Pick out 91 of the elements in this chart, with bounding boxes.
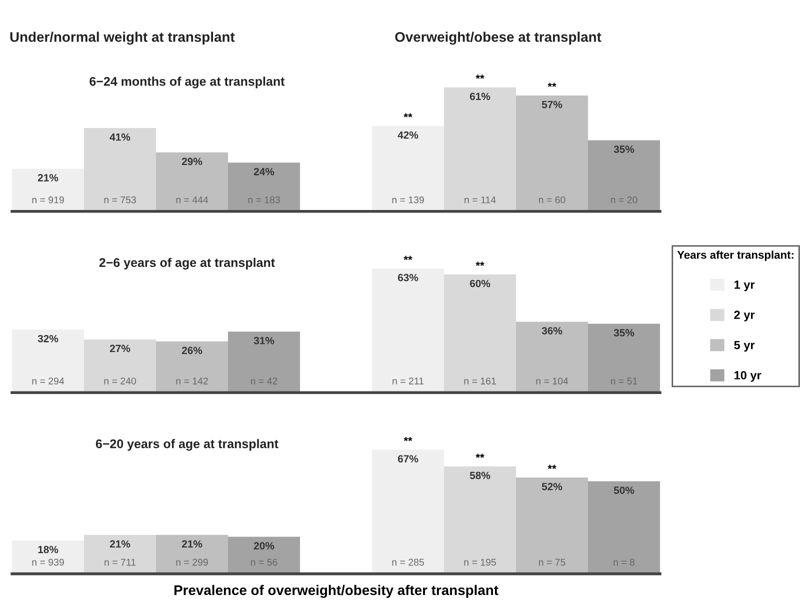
data-label: 67%	[398, 455, 418, 462]
bar	[12, 168, 84, 212]
data-label: 41%	[110, 133, 130, 141]
bar	[372, 450, 444, 574]
data-label: 21%	[110, 540, 130, 548]
x-tick-label: n = 142	[176, 378, 208, 384]
data-label: 57%	[542, 100, 562, 108]
x-tick-label: n = 42	[250, 378, 278, 384]
x-tick-label: n = 240	[104, 378, 136, 384]
legend-label: 2 yr	[734, 310, 755, 322]
x-axis-title: Prevalence of overweight/obesity after transplant	[174, 584, 498, 598]
x-tick-label: n = 114	[464, 196, 496, 204]
x-tick-label: n = 20	[610, 196, 638, 204]
bar	[444, 274, 516, 393]
x-tick-label: n = 104	[536, 378, 568, 384]
bar	[12, 330, 84, 393]
bar	[516, 96, 588, 212]
x-tick-label: n = 294	[32, 378, 64, 384]
chart-title: 2−6 years of age at transplant	[99, 258, 275, 270]
data-label: 29%	[182, 158, 202, 166]
data-label: 63%	[398, 274, 418, 282]
text: Overweight/obese at transplant	[395, 32, 602, 45]
x-tick-label: n = 444	[176, 196, 208, 204]
legend-label: 10 yr	[734, 371, 762, 382]
x-tick-label: n = 51	[610, 378, 638, 384]
x-tick-label: n = 919	[32, 196, 64, 204]
x-tick-label: n = 939	[32, 558, 64, 566]
data-label: 35%	[614, 329, 634, 336]
bar	[588, 481, 660, 574]
x-tick-label: n = 8	[614, 558, 635, 566]
legend-label: 1 yr	[734, 280, 755, 292]
bar	[516, 322, 588, 393]
data-label: 26%	[182, 346, 202, 354]
annotation: **	[548, 464, 556, 469]
x-tick-label: n = 711	[104, 558, 136, 566]
x-tick-label: n = 56	[250, 558, 278, 566]
bar	[372, 268, 444, 393]
annotation: **	[404, 113, 412, 118]
bar	[84, 339, 156, 393]
x-tick-label: n = 139	[392, 196, 424, 204]
data-label: 50%	[614, 486, 634, 494]
data-label: 36%	[542, 327, 562, 334]
bar	[84, 128, 156, 212]
bar	[444, 87, 516, 212]
bar	[84, 534, 156, 574]
data-label: 21%	[38, 174, 58, 182]
bar	[444, 466, 516, 574]
x-tick-label: n = 75	[538, 558, 566, 566]
bar	[156, 534, 228, 574]
bar	[228, 332, 300, 393]
annotation: **	[476, 74, 484, 79]
bar	[372, 126, 444, 212]
data-label: 32%	[38, 334, 58, 342]
annotation: **	[476, 262, 484, 266]
annotation: **	[404, 256, 412, 260]
bar	[588, 324, 660, 393]
bar	[12, 540, 84, 574]
x-tick-label: n = 299	[176, 558, 208, 566]
data-label: 42%	[398, 131, 418, 139]
legend-title: Years after transplant:	[677, 250, 794, 261]
x-tick-label: n = 211	[392, 378, 424, 384]
annotation: **	[404, 437, 412, 442]
data-label: 52%	[542, 482, 562, 490]
x-tick-label: n = 753	[104, 196, 136, 204]
annotation: **	[548, 82, 556, 87]
annotation: **	[476, 454, 484, 458]
chart-title: 6−20 years of age at transplant	[96, 439, 278, 451]
data-label: 24%	[254, 168, 274, 176]
data-label: 31%	[254, 336, 274, 344]
bar	[156, 152, 228, 212]
data-label: 61%	[470, 92, 490, 100]
data-label: 18%	[38, 546, 58, 554]
data-label: 20%	[254, 542, 274, 550]
bar	[228, 162, 300, 212]
bar	[516, 478, 588, 574]
data-label: 27%	[110, 344, 130, 352]
text: Under/normal weight at transplant	[10, 32, 235, 45]
data-label: 21%	[182, 540, 202, 548]
data-label: 60%	[470, 280, 490, 288]
x-tick-label: n = 285	[392, 558, 424, 566]
x-tick-label: n = 60	[538, 196, 566, 204]
legend-label: 5 yr	[734, 340, 755, 352]
data-label: 58%	[470, 472, 490, 480]
bar	[228, 536, 300, 574]
x-tick-label: n = 183	[248, 196, 280, 204]
data-label: 35%	[614, 146, 634, 153]
bar	[588, 140, 660, 212]
x-tick-label: n = 195	[464, 558, 496, 566]
bar	[156, 341, 228, 393]
x-tick-label: n = 161	[464, 378, 496, 384]
chart-title: 6−24 months of age at transplant	[90, 76, 285, 88]
